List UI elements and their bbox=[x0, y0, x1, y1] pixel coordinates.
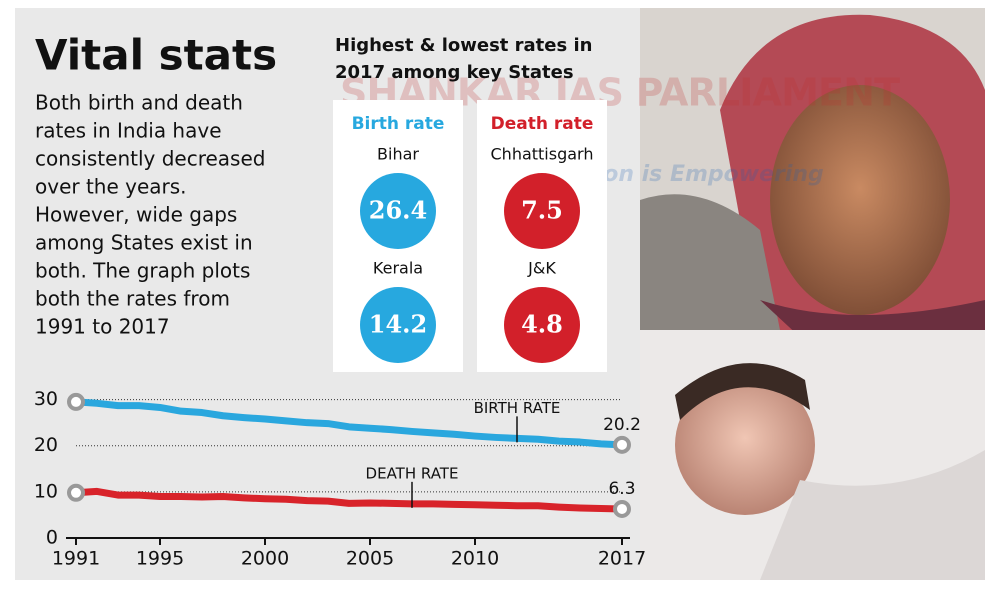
description-line: However, wide gaps bbox=[35, 203, 237, 227]
y-tick-label: 10 bbox=[34, 480, 58, 502]
card-header: Death rate bbox=[491, 114, 594, 134]
state-name: Bihar bbox=[377, 145, 419, 164]
panel-heading: Highest & lowest rates in bbox=[335, 35, 592, 56]
x-tick-label: 2017 bbox=[598, 548, 646, 570]
state-name: Chhattisgarh bbox=[491, 145, 594, 164]
x-tick-label: 1991 bbox=[52, 548, 100, 570]
description-line: consistently decreased bbox=[35, 147, 265, 171]
endpoint-marker bbox=[69, 395, 83, 409]
endpoint-marker bbox=[615, 438, 629, 452]
x-tick-label: 1995 bbox=[136, 548, 184, 570]
rate-value: 26.4 bbox=[369, 196, 427, 225]
y-tick-label: 20 bbox=[34, 434, 58, 456]
description-line: both the rates from bbox=[35, 287, 230, 311]
endpoint-marker bbox=[69, 486, 83, 500]
y-tick-label: 0 bbox=[46, 527, 58, 549]
series-label: DEATH RATE bbox=[366, 464, 459, 482]
description-line: among States exist in bbox=[35, 231, 253, 255]
series-label: BIRTH RATE bbox=[474, 399, 561, 417]
description-line: Both birth and death bbox=[35, 91, 243, 115]
state-name: J&K bbox=[527, 259, 556, 278]
description-line: rates in India have bbox=[35, 119, 222, 143]
description-line: over the years. bbox=[35, 175, 187, 199]
end-value-label: 6.3 bbox=[608, 479, 635, 499]
y-tick-label: 30 bbox=[34, 388, 58, 410]
end-value-label: 20.2 bbox=[603, 415, 641, 435]
x-tick-label: 2010 bbox=[451, 548, 499, 570]
state-name: Kerala bbox=[373, 259, 423, 278]
endpoint-marker bbox=[615, 502, 629, 516]
rate-value: 7.5 bbox=[521, 196, 563, 225]
panel-heading: 2017 among key States bbox=[335, 62, 574, 83]
x-tick-label: 2005 bbox=[346, 548, 394, 570]
card-header: Birth rate bbox=[352, 114, 445, 134]
rate-value: 4.8 bbox=[521, 310, 563, 339]
description-line: 1991 to 2017 bbox=[35, 315, 170, 339]
infographic: Vital stats Both birth and death rates in… bbox=[0, 0, 989, 585]
rate-value: 14.2 bbox=[369, 310, 427, 339]
x-tick-label: 2000 bbox=[241, 548, 289, 570]
description-line: both. The graph plots bbox=[35, 259, 250, 283]
title: Vital stats bbox=[35, 31, 277, 80]
